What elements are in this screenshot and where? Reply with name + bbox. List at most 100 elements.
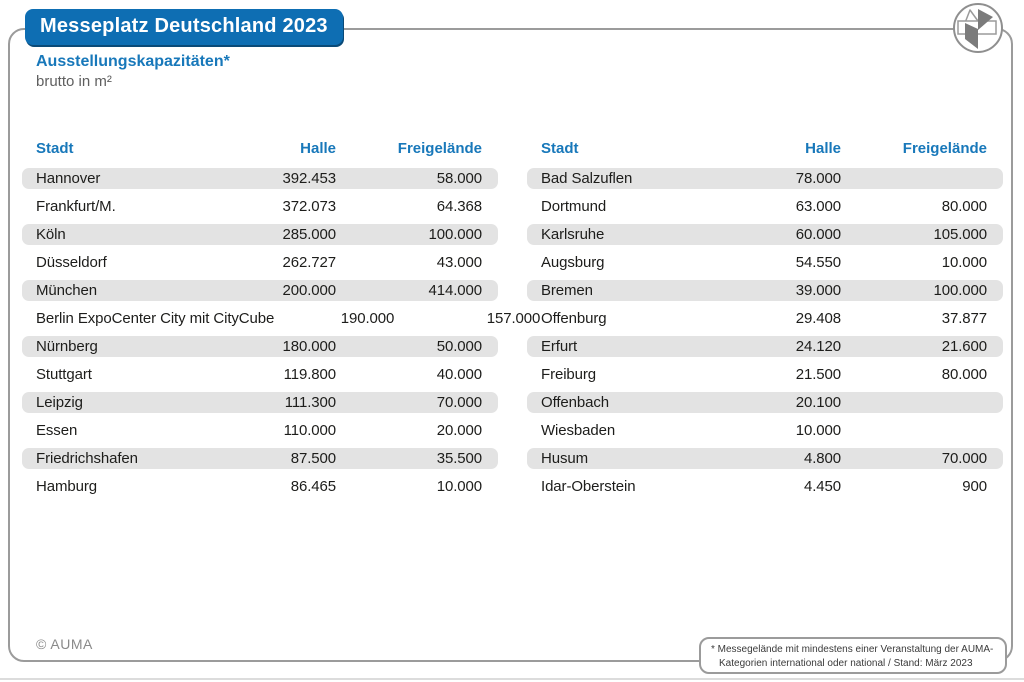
page-bottom-edge — [0, 678, 1024, 680]
city-cell: Nürnberg — [36, 338, 98, 355]
open-air-cell: 37.877 — [941, 310, 987, 327]
copyright-label: © AUMA — [36, 636, 93, 652]
open-air-cell: 70.000 — [436, 394, 482, 411]
table-row: Husum 4.800 70.000 — [527, 448, 1003, 469]
table-row: Karlsruhe 60.000 105.000 — [527, 224, 1003, 245]
city-cell: Bad Salzuflen — [541, 170, 633, 187]
footnote-line-1: * Messegelände mit mindestens einer Vera… — [711, 644, 994, 655]
open-air-cell: 100.000 — [933, 282, 987, 299]
open-air-cell: 900 — [962, 478, 987, 495]
hall-cell: 20.100 — [795, 394, 841, 411]
hall-cell: 110.000 — [283, 422, 337, 439]
table-row: München 200.000 414.000 — [22, 280, 498, 301]
city-cell: Hamburg — [36, 478, 97, 495]
hall-cell: 285.000 — [282, 226, 336, 243]
capacity-table-left: Stadt Halle Freigelände Hannover 392.453… — [22, 140, 540, 504]
hall-cell: 39.000 — [795, 282, 841, 299]
table-row: Hannover 392.453 58.000 — [22, 168, 498, 189]
table-row: Düsseldorf 262.727 43.000 — [22, 252, 498, 273]
hall-cell: 87.500 — [290, 450, 336, 467]
open-air-cell: 105.000 — [933, 226, 987, 243]
table-body-right: Bad Salzuflen 78.000 Dortmund 63.000 80.… — [527, 168, 1003, 497]
city-cell: Köln — [36, 226, 66, 243]
table-row: Freiburg 21.500 80.000 — [527, 364, 1003, 385]
open-air-cell: 80.000 — [941, 366, 987, 383]
open-air-cell: 10.000 — [436, 478, 482, 495]
open-air-cell: 21.600 — [941, 338, 987, 355]
city-cell: Idar-Oberstein — [541, 478, 636, 495]
hall-cell: 119.800 — [283, 366, 337, 383]
table-row: Idar-Oberstein 4.450 900 — [527, 476, 1003, 497]
hall-cell: 86.465 — [290, 478, 336, 495]
city-cell: Leipzig — [36, 394, 83, 411]
hall-cell: 54.550 — [795, 254, 841, 271]
open-air-cell: 10.000 — [941, 254, 987, 271]
tables-container: Stadt Halle Freigelände Hannover 392.453… — [22, 140, 1003, 504]
city-cell: Wiesbaden — [541, 422, 616, 439]
table-row: Wiesbaden 10.000 — [527, 420, 1003, 441]
table-body-left: Hannover 392.453 58.000 Frankfurt/M. 372… — [22, 168, 540, 497]
subtitle: Ausstellungskapazitäten* — [36, 53, 230, 70]
city-cell: Husum — [541, 450, 589, 467]
city-cell: Augsburg — [541, 254, 605, 271]
hall-cell: 21.500 — [795, 366, 841, 383]
table-row: Erfurt 24.120 21.600 — [527, 336, 1003, 357]
city-cell: Erfurt — [541, 338, 578, 355]
city-cell: Offenburg — [541, 310, 607, 327]
hall-cell: 4.450 — [803, 478, 841, 495]
open-air-cell: 414.000 — [428, 282, 482, 299]
open-air-cell: 80.000 — [941, 198, 987, 215]
open-air-cell: 35.500 — [436, 450, 482, 467]
hall-cell: 29.408 — [795, 310, 841, 327]
table-row: Stuttgart 119.800 40.000 — [22, 364, 498, 385]
column-header-open-air: Freigelände — [902, 140, 987, 157]
city-cell: Düsseldorf — [36, 254, 107, 271]
hall-cell: 190.000 — [340, 310, 395, 327]
unit-label: brutto in m² — [36, 73, 112, 90]
table-header: Stadt Halle Freigelände — [527, 140, 1003, 160]
table-row: Berlin ExpoCenter City mit CityCube 190.… — [22, 308, 540, 329]
open-air-cell: 64.368 — [436, 198, 482, 215]
hall-cell: 24.120 — [795, 338, 841, 355]
open-air-cell: 43.000 — [436, 254, 482, 271]
open-air-cell: 40.000 — [436, 366, 482, 383]
table-row: Essen 110.000 20.000 — [22, 420, 498, 441]
city-cell: Karlsruhe — [541, 226, 605, 243]
title-badge: Messeplatz Deutschland 2023 — [25, 9, 343, 45]
open-air-cell: 100.000 — [428, 226, 482, 243]
table-row: Nürnberg 180.000 50.000 — [22, 336, 498, 357]
column-header-city: Stadt — [36, 140, 74, 157]
city-cell: Berlin ExpoCenter City mit CityCube — [36, 310, 275, 327]
column-header-open-air: Freigelände — [397, 140, 482, 157]
table-row: Bad Salzuflen 78.000 — [527, 168, 1003, 189]
capacity-table-right: Stadt Halle Freigelände Bad Salzuflen 78… — [527, 140, 1003, 504]
column-header-city: Stadt — [541, 140, 579, 157]
auma-logo-icon — [950, 1, 1006, 55]
open-air-cell: 157.000 — [486, 310, 541, 327]
open-air-cell: 20.000 — [436, 422, 482, 439]
open-air-cell: 70.000 — [941, 450, 987, 467]
city-cell: Dortmund — [541, 198, 607, 215]
table-row: Frankfurt/M. 372.073 64.368 — [22, 196, 498, 217]
city-cell: Essen — [36, 422, 78, 439]
hall-cell: 200.000 — [282, 282, 336, 299]
column-header-hall: Halle — [805, 140, 841, 157]
city-cell: Hannover — [36, 170, 101, 187]
column-header-hall: Halle — [300, 140, 336, 157]
hall-cell: 10.000 — [795, 422, 841, 439]
page-title: Messeplatz Deutschland 2023 — [40, 14, 328, 37]
table-row: Offenbach 20.100 — [527, 392, 1003, 413]
hall-cell: 4.800 — [803, 450, 841, 467]
city-cell: Offenbach — [541, 394, 610, 411]
table-row: Dortmund 63.000 80.000 — [527, 196, 1003, 217]
open-air-cell: 58.000 — [436, 170, 482, 187]
city-cell: München — [36, 282, 98, 299]
table-row: Augsburg 54.550 10.000 — [527, 252, 1003, 273]
city-cell: Frankfurt/M. — [36, 198, 116, 215]
hall-cell: 63.000 — [795, 198, 841, 215]
hall-cell: 60.000 — [795, 226, 841, 243]
table-row: Leipzig 111.300 70.000 — [22, 392, 498, 413]
open-air-cell: 50.000 — [436, 338, 482, 355]
hall-cell: 78.000 — [795, 170, 841, 187]
table-row: Bremen 39.000 100.000 — [527, 280, 1003, 301]
